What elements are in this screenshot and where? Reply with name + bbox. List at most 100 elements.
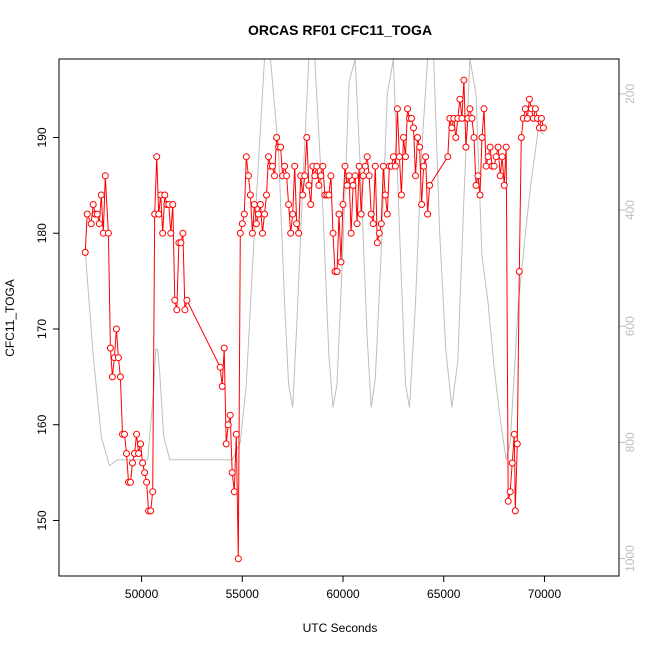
data-point: [408, 114, 415, 122]
data-point: [361, 162, 369, 170]
data-point: [448, 124, 456, 132]
data-point: [484, 153, 492, 161]
data-point: [472, 181, 480, 189]
data-point: [381, 191, 389, 199]
data-point: [83, 210, 91, 218]
data-point: [263, 191, 270, 199]
y-tick-label: 150: [35, 510, 49, 530]
x-axis-label: UTC Seconds: [303, 621, 378, 635]
x-axis: 50000 55000 60000 65000 70000: [125, 575, 562, 601]
x-tick-label: 60000: [326, 587, 360, 601]
x-tick-label: 65000: [427, 587, 461, 601]
data-point: [299, 191, 307, 199]
data-point: [252, 220, 260, 228]
data-point: [295, 229, 303, 237]
data-point: [173, 306, 181, 314]
data-point: [476, 191, 484, 199]
data-point: [397, 191, 405, 199]
y-tick-label: 170: [35, 319, 49, 339]
data-point: [248, 229, 256, 237]
data-point: [95, 220, 103, 228]
data-point: [363, 153, 371, 161]
data-point: [244, 172, 252, 180]
data-point: [271, 172, 278, 180]
y2-axis: 200 400 600 800 1000: [618, 84, 637, 572]
data-point: [325, 191, 333, 199]
primary-series-layer: [81, 76, 547, 563]
x-tick-label: 50000: [125, 587, 159, 601]
data-point: [333, 268, 341, 275]
data-point: [311, 172, 319, 180]
secondary-series-line: [84, 58, 544, 467]
data-point: [506, 488, 514, 496]
data-point: [81, 248, 89, 256]
data-point: [135, 450, 143, 457]
data-point: [474, 172, 482, 180]
primary-series-line: [84, 80, 544, 559]
y2-tick-label: 200: [623, 84, 637, 104]
data-point: [367, 210, 375, 218]
data-point: [490, 162, 498, 170]
data-point: [238, 220, 246, 228]
y2-tick-label: 1000: [623, 545, 637, 572]
data-point: [319, 162, 327, 170]
data-point: [513, 440, 521, 448]
data-point: [347, 229, 355, 237]
data-point: [349, 181, 357, 189]
data-point: [400, 134, 407, 141]
data-point: [127, 478, 134, 486]
data-point: [343, 181, 351, 189]
data-point: [114, 354, 122, 362]
data-point: [369, 220, 377, 228]
data-point: [521, 105, 529, 113]
data-point: [422, 153, 430, 161]
y-axis: 150 160 170 180 190: [35, 127, 60, 530]
data-point: [315, 181, 323, 189]
y-tick-label: 190: [35, 127, 49, 147]
data-point: [93, 210, 101, 218]
data-point: [420, 162, 428, 170]
data-point: [256, 201, 264, 208]
y-tick-label: 160: [35, 414, 49, 434]
data-point: [177, 239, 185, 247]
data-point: [496, 172, 504, 180]
data-point: [537, 114, 545, 122]
data-point: [283, 172, 291, 180]
data-point: [371, 162, 379, 170]
data-point: [444, 153, 452, 161]
data-point: [418, 201, 426, 208]
y-tick-label: 180: [35, 223, 49, 243]
data-point: [337, 258, 345, 266]
data-point: [373, 239, 381, 247]
data-point: [169, 201, 177, 208]
data-point: [228, 469, 236, 477]
data-point: [327, 172, 335, 180]
data-point: [301, 172, 309, 180]
data-point: [510, 430, 518, 438]
data-point: [261, 210, 268, 218]
data-point: [246, 191, 254, 199]
data-point: [313, 162, 321, 170]
x-tick-label: 70000: [528, 587, 562, 601]
data-point: [242, 153, 250, 161]
data-point: [317, 172, 325, 180]
data-point: [303, 134, 311, 141]
data-point: [149, 488, 157, 496]
data-point: [161, 191, 169, 199]
data-point: [254, 210, 262, 218]
data-point: [234, 555, 242, 563]
data-point: [341, 162, 349, 170]
data-point: [269, 162, 276, 170]
data-point: [121, 430, 128, 438]
x-tick-label: 55000: [226, 587, 260, 601]
data-point: [181, 306, 189, 314]
data-point: [357, 210, 365, 218]
data-point: [179, 229, 187, 237]
secondary-line-layer: [84, 58, 544, 467]
data-point: [456, 95, 464, 103]
y2-tick-label: 400: [623, 200, 637, 220]
data-point: [391, 162, 399, 170]
data-point: [116, 373, 124, 381]
data-point: [224, 421, 232, 429]
